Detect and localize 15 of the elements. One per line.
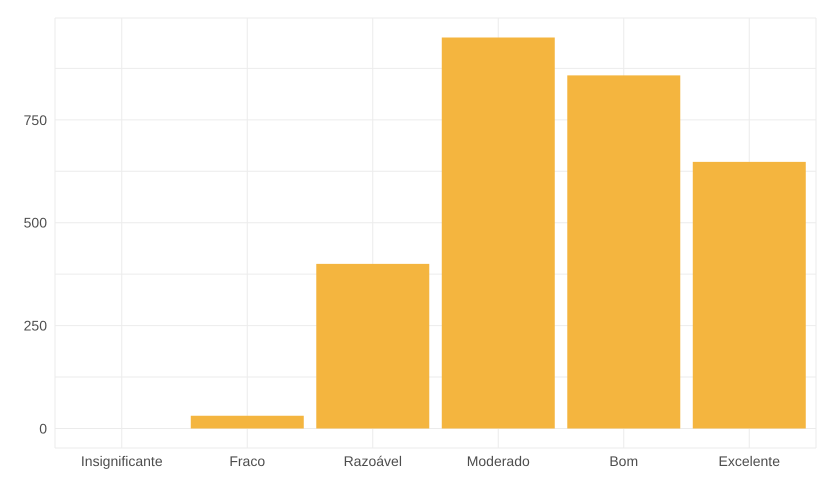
y-tick-label: 250 [24,318,48,334]
bar [442,38,555,428]
x-tick-label: Moderado [466,452,530,469]
bar [692,162,806,428]
x-tick-label: Razoável [344,452,402,469]
bar [567,75,680,428]
bar [190,416,304,428]
bar [316,264,430,428]
x-tick-label: Insignificante [80,452,163,469]
x-tick-label: Bom [609,452,638,469]
x-tick-label: Fraco [229,452,266,469]
y-tick-label: 500 [24,214,48,231]
x-tick-label: Excelente [718,452,780,469]
y-tick-label: 750 [24,112,48,128]
y-tick-label: 0 [39,420,48,436]
